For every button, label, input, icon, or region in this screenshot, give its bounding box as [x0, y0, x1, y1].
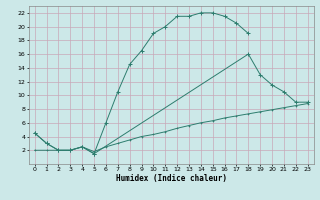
X-axis label: Humidex (Indice chaleur): Humidex (Indice chaleur) [116, 174, 227, 183]
